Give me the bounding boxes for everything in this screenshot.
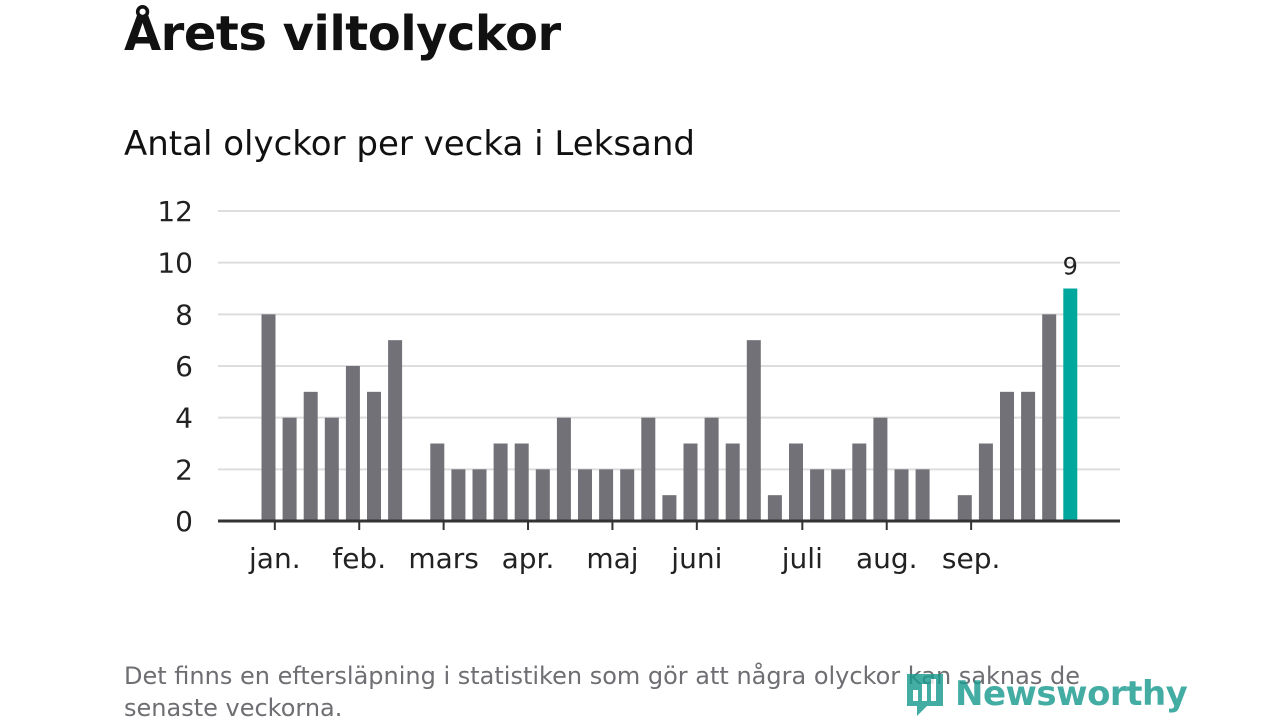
bar xyxy=(451,469,466,521)
x-tick-label: aug. xyxy=(856,542,918,575)
bar xyxy=(1000,391,1014,521)
chart-title: Årets viltolyckor xyxy=(124,6,561,62)
newsworthy-logo: Newsworthy xyxy=(903,668,1188,720)
logo-text: Newsworthy xyxy=(955,674,1188,714)
highlight-data-label: 9 xyxy=(1063,253,1078,281)
x-tick-label: mars xyxy=(408,542,479,575)
bar xyxy=(367,391,381,521)
bar xyxy=(556,417,571,521)
bar xyxy=(514,443,529,521)
bar xyxy=(978,443,993,521)
highlight-bar xyxy=(1063,288,1078,521)
bar xyxy=(894,469,909,521)
y-tick-label: 4 xyxy=(175,402,193,435)
bar xyxy=(767,495,782,521)
y-tick-label: 2 xyxy=(175,453,193,486)
y-tick-label: 6 xyxy=(175,350,193,383)
bar xyxy=(388,340,403,521)
bar xyxy=(957,495,972,521)
bar xyxy=(1042,314,1057,521)
y-tick-label: 8 xyxy=(175,298,193,331)
x-tick-label: apr. xyxy=(502,542,555,575)
bar xyxy=(873,417,888,521)
bar xyxy=(620,469,635,521)
bar xyxy=(683,443,698,521)
bar xyxy=(746,340,761,521)
x-tick-label: maj xyxy=(586,542,638,575)
bar xyxy=(1021,391,1036,521)
bar xyxy=(810,469,825,521)
bar xyxy=(472,469,487,521)
newsworthy-logo-icon xyxy=(907,674,943,716)
bar xyxy=(282,417,297,521)
bar xyxy=(430,443,445,521)
bar xyxy=(915,469,930,521)
bar xyxy=(303,391,318,521)
y-tick-label: 10 xyxy=(157,247,193,280)
chart-subtitle: Antal olyckor per vecka i Leksand xyxy=(124,124,695,164)
bar xyxy=(345,366,360,521)
bar xyxy=(831,469,846,521)
bar xyxy=(493,443,508,521)
x-tick-label: juli xyxy=(781,542,823,575)
bar xyxy=(789,443,803,521)
bar xyxy=(704,417,719,521)
bar xyxy=(261,314,276,521)
x-tick-label: sep. xyxy=(942,542,1001,575)
x-tick-label: jan. xyxy=(248,542,301,575)
x-tick-label: juni xyxy=(670,542,722,575)
bar xyxy=(852,443,867,521)
bar xyxy=(725,443,740,521)
y-tick-label: 12 xyxy=(157,195,193,228)
y-tick-label: 0 xyxy=(175,505,193,538)
bar xyxy=(578,469,592,521)
bar xyxy=(535,469,550,521)
x-tick-label: feb. xyxy=(332,542,386,575)
bar xyxy=(662,495,677,521)
bar xyxy=(641,417,656,521)
bar xyxy=(324,417,339,521)
bar xyxy=(599,469,614,521)
